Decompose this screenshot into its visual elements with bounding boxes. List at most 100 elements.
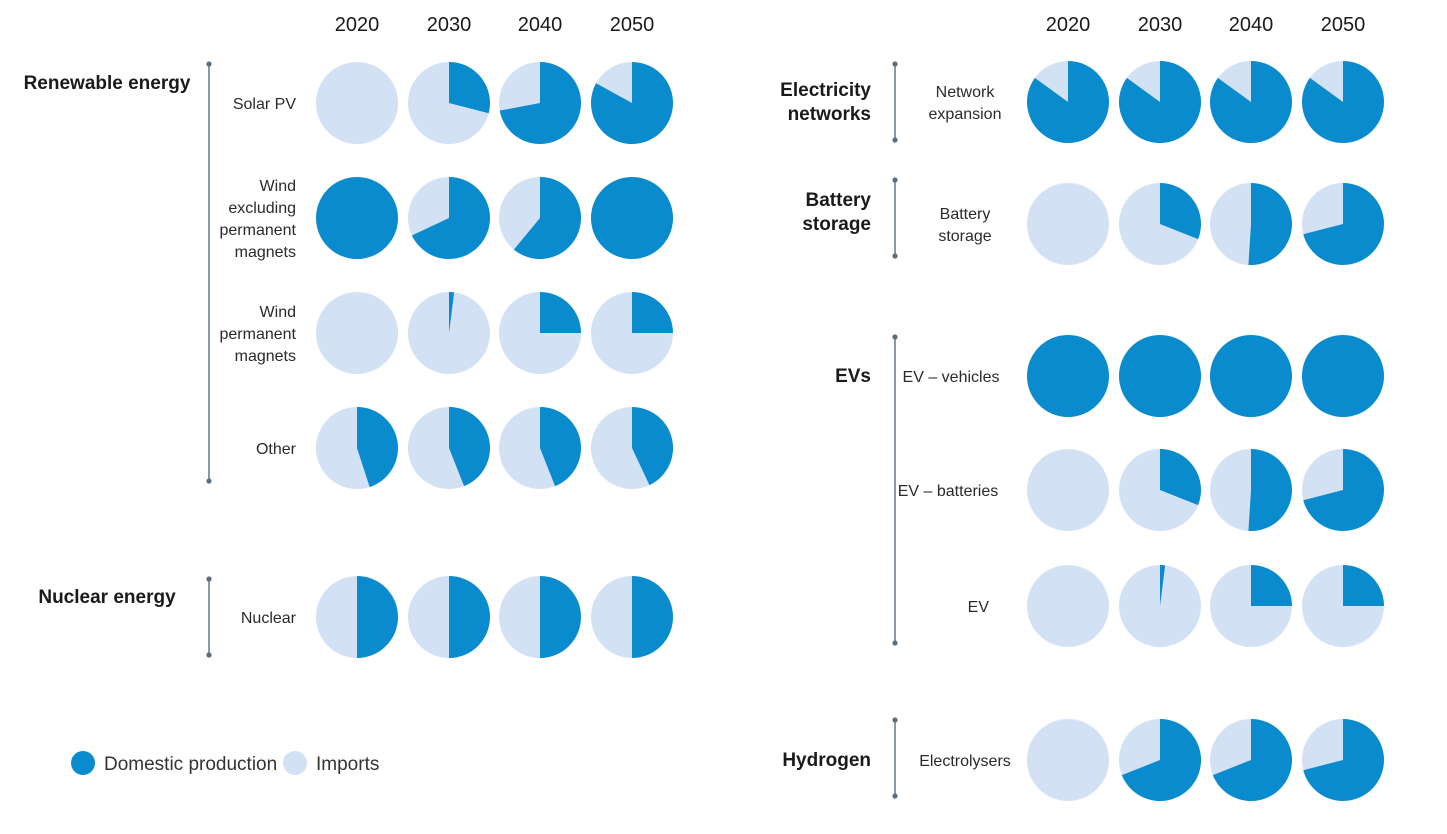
pie-slice-domestic [499, 62, 582, 144]
pie-slice-domestic [449, 292, 455, 333]
legend: Domestic production Imports [71, 751, 379, 775]
pie-2050 [1302, 719, 1385, 802]
bracket-dot [206, 61, 212, 67]
year-header: 2030 [427, 14, 472, 36]
group-title-line: EVs [835, 366, 871, 387]
pie-2030 [1118, 61, 1201, 143]
row-label: EV – vehicles [903, 369, 1000, 386]
group-title: Hydrogen [782, 750, 871, 771]
row-label-line: EV – batteries [898, 483, 999, 500]
row-label-line: EV – vehicles [903, 369, 1000, 386]
pie-slice-domestic [632, 292, 673, 333]
pie-2020 [1027, 183, 1109, 265]
pie-2030 [1119, 719, 1202, 801]
row-label: Electrolysers [919, 753, 1011, 770]
legend-label: Domestic production [104, 754, 277, 775]
row-label: EV – batteries [898, 483, 999, 500]
pie-slice-domestic [1160, 449, 1201, 506]
row-label-line: storage [938, 228, 991, 245]
pie-2020 [1027, 719, 1109, 801]
pie-slice-domestic [316, 177, 398, 259]
pie-2030 [408, 407, 490, 489]
bracket-dot [892, 334, 898, 340]
bracket-dot [892, 61, 898, 67]
row-label: Wind excluding permanent magnets [220, 178, 297, 261]
pie-2050 [1302, 335, 1384, 417]
pie-2030 [408, 576, 490, 658]
pie-slice-domestic [1209, 61, 1292, 143]
row-label: Other [256, 441, 297, 458]
pie-2020 [316, 576, 398, 658]
pie-2020 [316, 177, 398, 259]
pie-2020 [316, 292, 398, 374]
pie-2040 [1210, 335, 1292, 417]
group-title: EVs [835, 366, 871, 387]
pie-2040 [1209, 61, 1292, 143]
group-title-line: Hydrogen [782, 750, 871, 771]
pie-2020 [1027, 335, 1109, 417]
pie-slice-domestic [1303, 449, 1385, 531]
pie-slice-domestic [1118, 61, 1201, 143]
pie-2040 [499, 292, 581, 374]
bracket-dot [206, 478, 212, 484]
pie-2050 [590, 62, 673, 144]
year-header: 2030 [1138, 14, 1183, 36]
pie-2020 [1027, 565, 1109, 647]
pie-slice-domestic [449, 576, 490, 658]
pie-2030 [1119, 335, 1201, 417]
pie-slice-domestic [513, 177, 582, 259]
group-bracket [892, 717, 898, 799]
group-bracket [892, 334, 898, 646]
row-label: Wind permanent magnets [220, 304, 297, 365]
row-label-line: Wind [260, 178, 296, 195]
pie-2040 [499, 407, 581, 489]
year-header: 2040 [1229, 14, 1274, 36]
legend-label: Imports [316, 754, 379, 775]
bracket-dot [892, 137, 898, 143]
pie-slice-domestic [449, 62, 490, 114]
pie-slice-domestic [1303, 183, 1385, 265]
pie-2050 [1302, 183, 1385, 265]
pie-2040 [499, 62, 582, 144]
pie-slice-domestic [1027, 335, 1109, 417]
pie-slice-domestic [1343, 565, 1384, 606]
pie-slice-domestic [357, 407, 398, 487]
group-bracket [892, 61, 898, 143]
pie-2030 [408, 62, 490, 144]
pie-slice-imports [316, 62, 398, 144]
pie-2050 [1302, 449, 1385, 531]
pie-2020 [316, 407, 398, 489]
group-bracket [206, 61, 212, 484]
row-label-line: magnets [235, 244, 296, 261]
pie-slice-imports [316, 292, 398, 374]
pie-2040 [499, 177, 582, 259]
pie-slice-domestic [1248, 449, 1292, 532]
group-title-line: Electricity [780, 80, 871, 101]
row-label-line: Electrolysers [919, 753, 1011, 770]
bracket-dot [892, 177, 898, 183]
row-label: Network expansion [929, 84, 1002, 123]
pie-2040 [1210, 719, 1293, 801]
bracket-dot [892, 640, 898, 646]
row-label-line: expansion [929, 106, 1002, 123]
pie-2050 [591, 576, 673, 658]
row-label: EV [968, 599, 990, 616]
row-label: Nuclear [241, 610, 297, 627]
pie-2040 [1210, 565, 1292, 647]
pie-2050 [591, 407, 674, 489]
group-bracket [206, 576, 212, 658]
pie-slice-domestic [1212, 719, 1293, 801]
group-title-line: Renewable energy [24, 73, 191, 94]
group-title-line: storage [802, 214, 871, 235]
pie-2050 [1301, 61, 1384, 143]
pie-slice-domestic [540, 576, 581, 658]
bracket-dot [892, 717, 898, 723]
pie-2020 [1027, 449, 1109, 531]
year-header: 2050 [1321, 14, 1366, 36]
year-header: 2020 [1046, 14, 1091, 36]
pie-2030 [1119, 183, 1201, 265]
pie-slice-domestic [1248, 183, 1292, 265]
pie-slice-domestic [1160, 565, 1166, 606]
row-label-line: permanent [220, 326, 297, 343]
